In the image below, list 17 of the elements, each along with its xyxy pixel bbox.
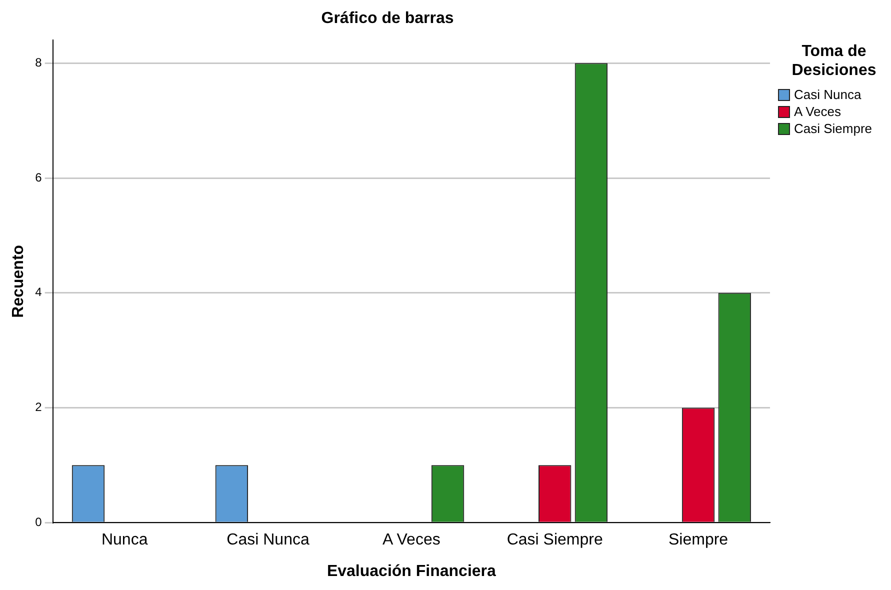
chart-title: Gráfico de barras [321,10,454,28]
y-tick-label: 4 [35,285,42,300]
x-tick-label: Casi Nunca [226,532,310,549]
x-tick-label: A Veces [382,532,440,549]
y-tick-label: 8 [35,55,42,70]
x-axis-title: Evaluación Financiera [326,562,496,580]
legend-title: Toma de Desiciones [790,42,878,80]
y-tick-label: 2 [35,400,42,414]
x-tick-label: Siempre [668,532,728,549]
legend-label: Casi Siempre [794,121,872,136]
y-tick-label: 0 [35,514,42,529]
y-tick-label: 6 [35,170,42,184]
x-tick-label: Casi Siempre [506,532,603,549]
legend-label: A Veces [794,104,841,119]
legend-label: Casi Nunca [794,87,862,102]
y-axis-title: Recuento [10,244,28,318]
x-tick-label: Nunca [101,532,148,549]
